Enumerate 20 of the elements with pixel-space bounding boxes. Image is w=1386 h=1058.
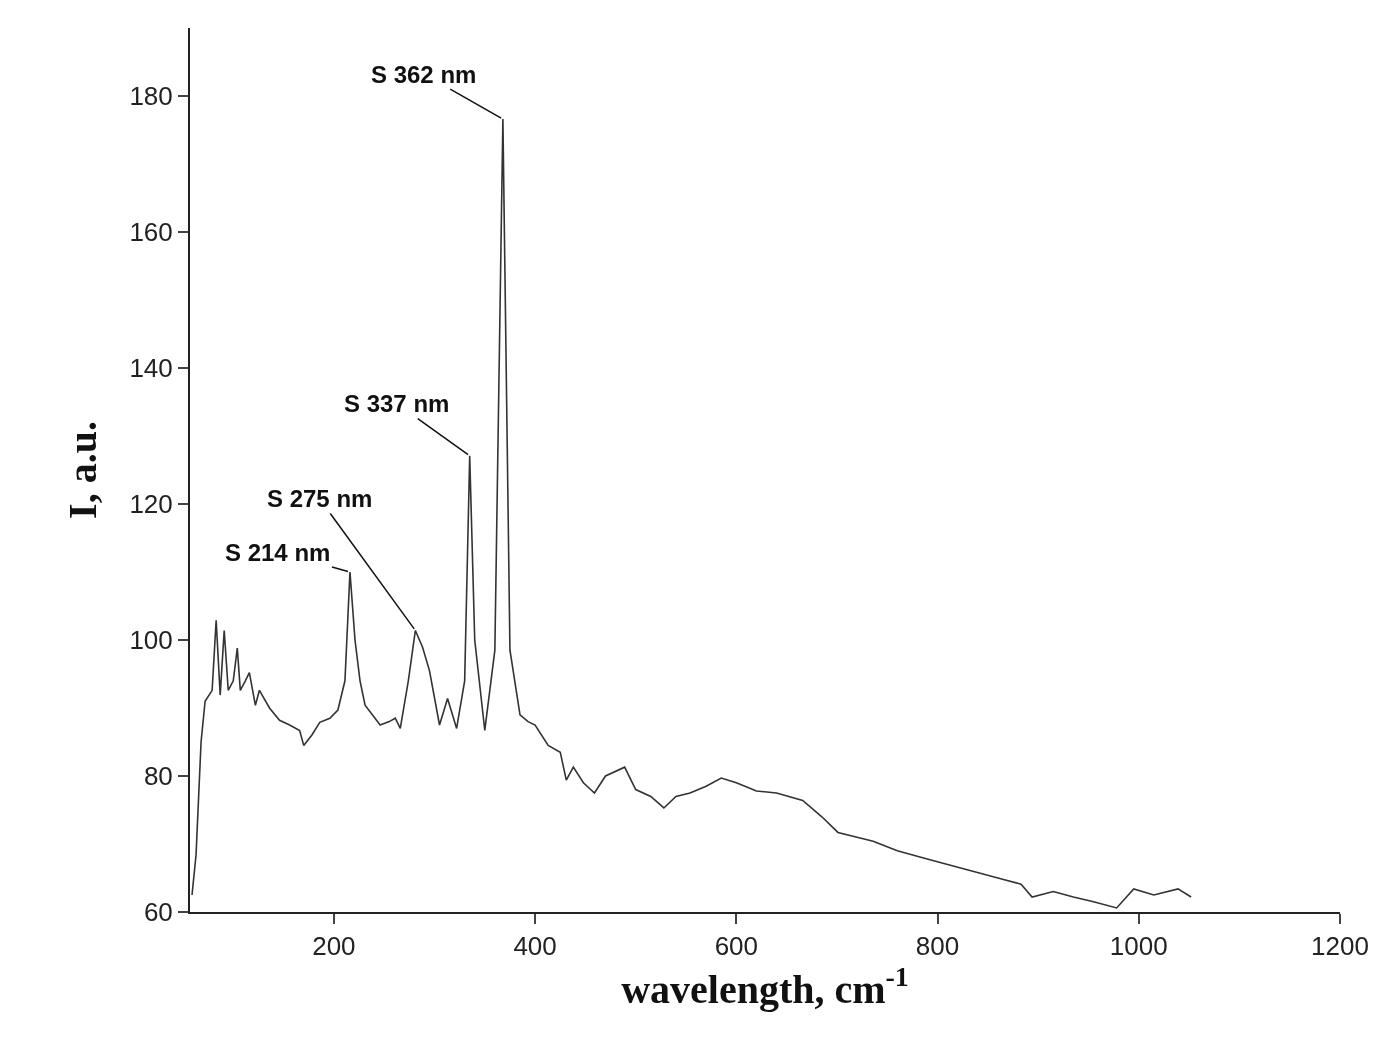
y-tick-label: 100 bbox=[129, 625, 173, 656]
x-tick-label: 600 bbox=[714, 931, 759, 962]
y-tick-label: 160 bbox=[129, 217, 173, 248]
y-tick-label: 120 bbox=[129, 489, 173, 520]
x-tick-label: 800 bbox=[915, 931, 960, 962]
annotation: S 275 nm bbox=[267, 485, 373, 512]
y-tick-label: 60 bbox=[143, 897, 173, 928]
annotation: S 214 nm bbox=[225, 539, 331, 566]
x-tick-label: 1200 bbox=[1311, 931, 1369, 962]
y-tick-label: 180 bbox=[129, 81, 173, 112]
x-tick-label: 400 bbox=[513, 931, 557, 962]
x-tick-label: 200 bbox=[312, 931, 356, 962]
y-tick-label: 80 bbox=[143, 761, 173, 792]
y-axis-title: I, a.u. bbox=[60, 421, 106, 519]
annotation: S 337 nm bbox=[344, 390, 450, 417]
x-axis-title: wavelength, cm$^{-1}$ bbox=[621, 961, 909, 1012]
annotation: S 362 nm bbox=[371, 61, 477, 88]
x-tick-label: 1000 bbox=[1109, 931, 1168, 962]
line-series bbox=[191, 118, 1192, 909]
y-tick-label: 140 bbox=[129, 353, 173, 384]
